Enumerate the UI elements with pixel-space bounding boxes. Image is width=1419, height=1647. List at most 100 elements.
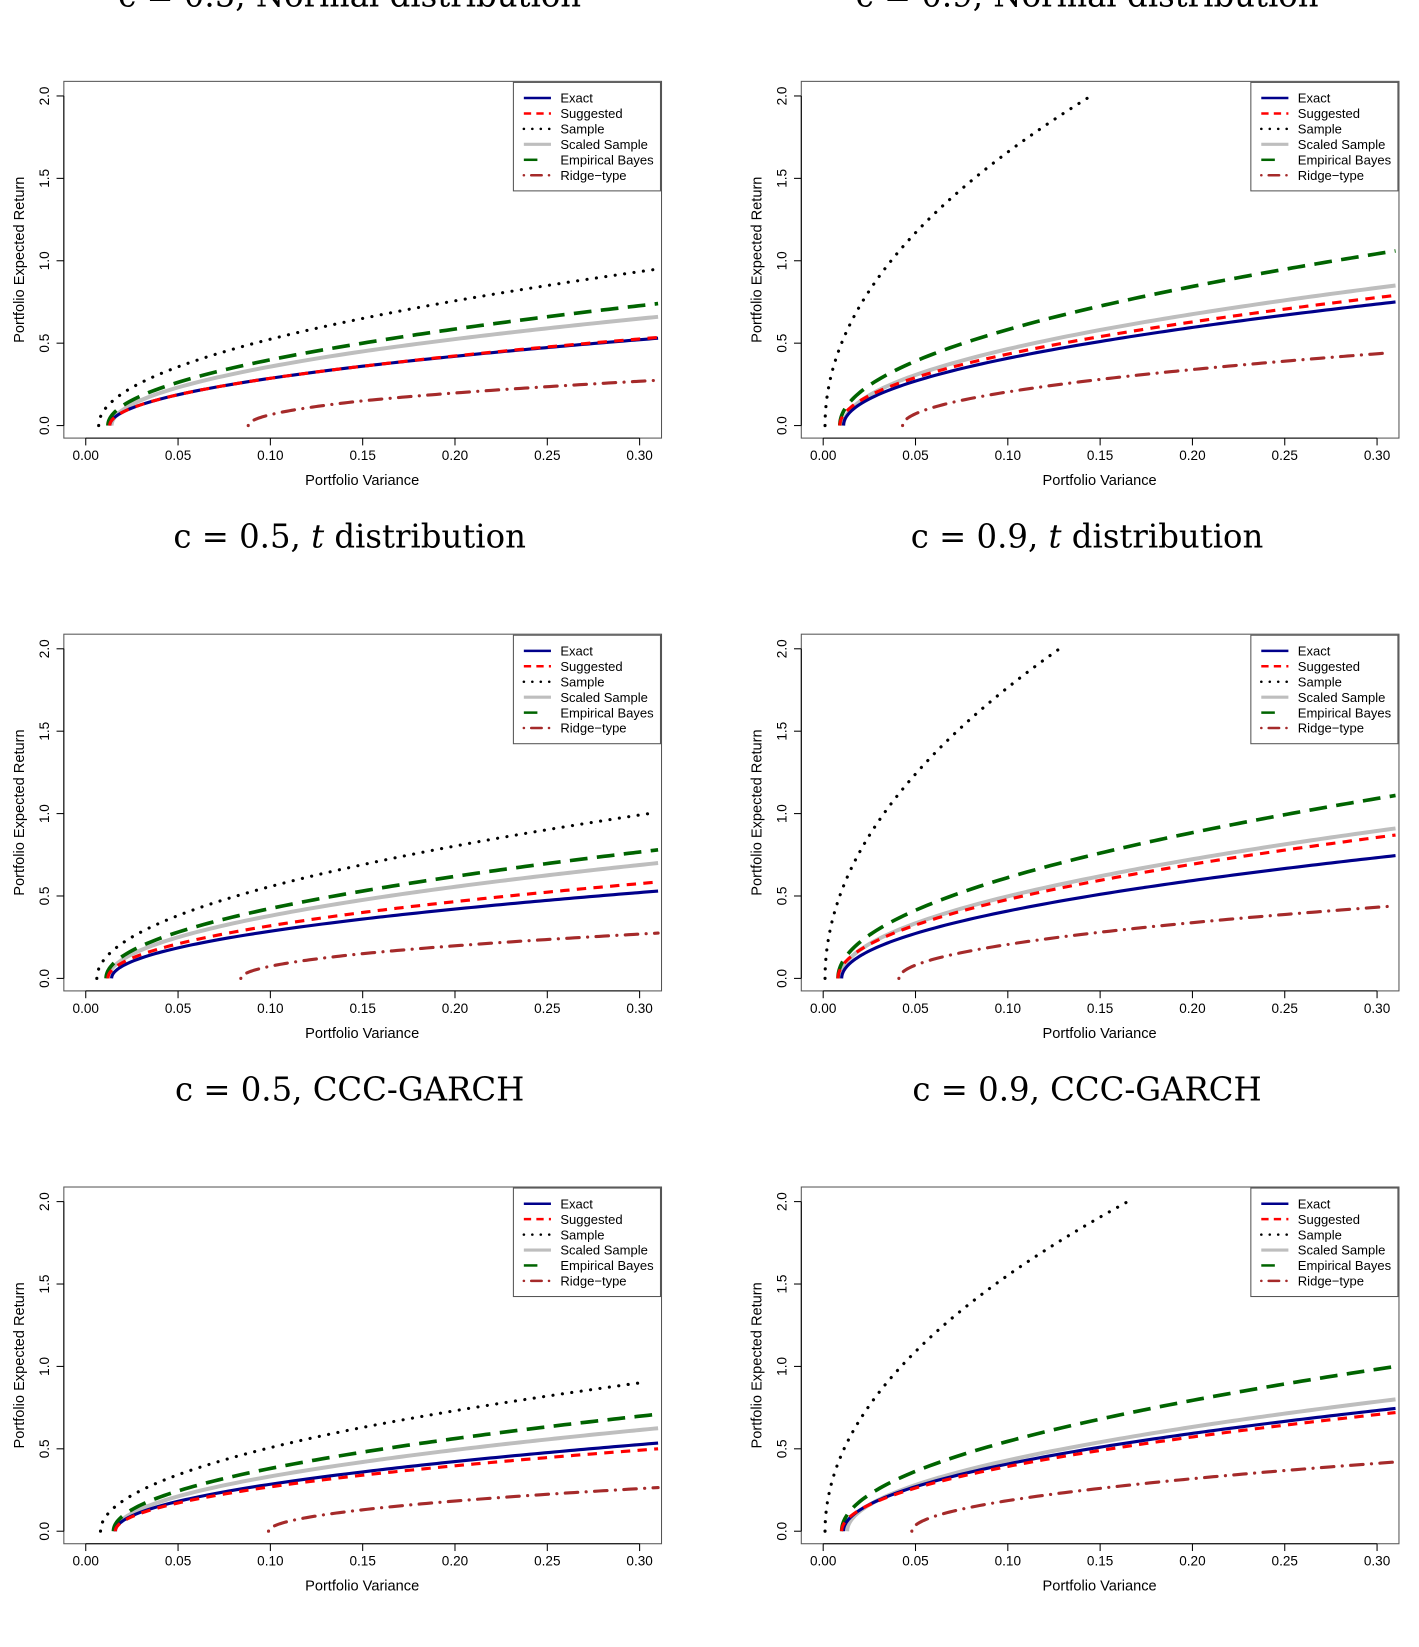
legend-label: Suggested xyxy=(1298,1212,1360,1227)
x-tick-label: 0.05 xyxy=(165,1001,191,1016)
x-tick-label: 0.20 xyxy=(442,1001,468,1016)
legend-label: Exact xyxy=(560,1196,593,1211)
y-axis-label: Portfolio Expected Return xyxy=(12,729,28,895)
y-tick-label: 0.5 xyxy=(37,1439,52,1458)
x-tick-label: 0.20 xyxy=(442,448,468,463)
x-tick-label: 0.25 xyxy=(1272,1554,1298,1569)
x-tick-label: 0.15 xyxy=(1087,1001,1113,1016)
series-line-ridge-type xyxy=(901,351,1388,428)
legend-box xyxy=(512,1187,661,1298)
legend-label: Exact xyxy=(560,644,593,659)
series-line-suggested xyxy=(106,880,659,979)
x-tick-label: 0.10 xyxy=(257,448,283,463)
series-line-sample xyxy=(98,1381,642,1533)
legend-label: Sample xyxy=(560,1227,604,1242)
y-tick-label: 0.0 xyxy=(37,1522,52,1541)
legend-box xyxy=(512,634,661,745)
title-part: c = 0.5, xyxy=(175,1070,313,1108)
legend-label: Empirical Bayes xyxy=(560,152,654,167)
title-part: c = 0.9, xyxy=(856,0,994,14)
series-line-scaled-sample xyxy=(113,1426,659,1532)
x-tick-label: 0.20 xyxy=(1179,1001,1205,1016)
x-axis-label: Portfolio Variance xyxy=(1043,473,1157,489)
legend-box xyxy=(1250,1187,1399,1298)
x-tick-label: 0.25 xyxy=(1272,1001,1298,1016)
x-tick-label: 0.20 xyxy=(1179,448,1205,463)
title-part: c = 0.9, xyxy=(911,518,1049,556)
x-axis-label: Portfolio Variance xyxy=(1043,1026,1157,1042)
x-tick-label: 0.15 xyxy=(349,1554,375,1569)
title-part: Normal distribution xyxy=(256,0,581,14)
legend-box xyxy=(512,81,661,192)
legend-label: Exact xyxy=(1298,1196,1331,1211)
x-tick-label: 0.30 xyxy=(1364,448,1390,463)
y-tick-label: 0.5 xyxy=(37,334,52,353)
chart-panel: c = 0.9, CCC-GARCH 0.00 0.05 0.10 0.15 0.20 0.… xyxy=(750,1070,1400,1595)
x-tick-label: 0.05 xyxy=(902,1001,928,1016)
series-line-scaled-sample xyxy=(109,314,659,426)
series-line-exact xyxy=(841,1406,1396,1532)
x-tick-label: 0.15 xyxy=(1087,1554,1113,1569)
y-tick-label: 2.0 xyxy=(775,1192,790,1211)
series-line-suggested xyxy=(113,1447,659,1532)
y-axis-label: Portfolio Expected Return xyxy=(750,729,766,895)
x-axis-label: Portfolio Variance xyxy=(305,1579,419,1595)
x-tick-label: 0.10 xyxy=(995,1001,1021,1016)
series-line-sample xyxy=(95,812,651,980)
series-line-suggested xyxy=(108,335,659,426)
legend-label: Sample xyxy=(1298,122,1342,137)
title-part: c = 0.9, xyxy=(912,1070,1050,1108)
series-line-empirical-bayes xyxy=(104,848,659,979)
series-line-empirical-bayes xyxy=(837,249,1396,426)
series-line-suggested xyxy=(840,1411,1396,1532)
x-axis-label: Portfolio Variance xyxy=(1043,1579,1157,1595)
chart-panel: c = 0.9, t distribution 0.00 0.05 0.10 0.15 0… xyxy=(750,518,1400,1042)
y-tick-label: 0.5 xyxy=(775,334,790,353)
y-tick-label: 1.5 xyxy=(37,722,52,741)
x-tick-label: 0.25 xyxy=(534,1001,560,1016)
y-tick-label: 0.5 xyxy=(37,887,52,906)
y-tick-label: 2.0 xyxy=(775,639,790,658)
series-line-sample xyxy=(97,267,660,428)
legend-label: Empirical Bayes xyxy=(1298,152,1392,167)
x-tick-label: 0.30 xyxy=(626,448,652,463)
legend-label: Scaled Sample xyxy=(560,690,648,705)
legend-label: Suggested xyxy=(1298,106,1360,121)
series-line-sample xyxy=(823,1200,1130,1533)
x-tick-label: 0.15 xyxy=(349,448,375,463)
series-line-exact xyxy=(840,854,1396,979)
series-line-sample xyxy=(823,94,1093,428)
legend-label: Scaled Sample xyxy=(1298,137,1386,152)
chart-panel: c = 0.5, CCC-GARCH 0.00 0.05 0.10 0.15 0.20 0.… xyxy=(12,1070,663,1595)
series-line-suggested xyxy=(838,293,1396,426)
series-line-ridge-type xyxy=(266,1485,660,1533)
legend-label: Sample xyxy=(560,122,604,137)
y-axis-label: Portfolio Expected Return xyxy=(750,1282,766,1448)
series-line-suggested xyxy=(836,833,1396,979)
x-tick-label: 0.10 xyxy=(995,448,1021,463)
x-tick-label: 0.10 xyxy=(995,1554,1021,1569)
y-tick-label: 1.0 xyxy=(37,251,52,270)
x-tick-label: 0.30 xyxy=(626,1554,652,1569)
legend-label: Exact xyxy=(1298,644,1331,659)
title-part: CCC-GARCH xyxy=(313,1070,525,1108)
x-tick-label: 0.00 xyxy=(73,1554,99,1569)
chart-title: c = 0.9, t distribution xyxy=(911,518,1264,556)
x-tick-label: 0.05 xyxy=(165,1554,191,1569)
y-tick-label: 0.5 xyxy=(775,1439,790,1458)
y-tick-label: 0.0 xyxy=(775,969,790,988)
title-part: distribution xyxy=(324,518,526,556)
series-line-empirical-bayes xyxy=(836,793,1396,979)
y-tick-label: 2.0 xyxy=(37,639,52,658)
y-tick-label: 1.5 xyxy=(775,169,790,188)
y-tick-label: 2.0 xyxy=(37,1192,52,1211)
series-line-ridge-type xyxy=(239,931,660,980)
legend-label: Empirical Bayes xyxy=(1298,1258,1392,1273)
y-axis-label: Portfolio Expected Return xyxy=(750,177,766,343)
y-tick-label: 1.5 xyxy=(775,1275,790,1294)
x-tick-label: 0.00 xyxy=(73,1001,99,1016)
series-line-ridge-type xyxy=(910,1460,1398,1533)
